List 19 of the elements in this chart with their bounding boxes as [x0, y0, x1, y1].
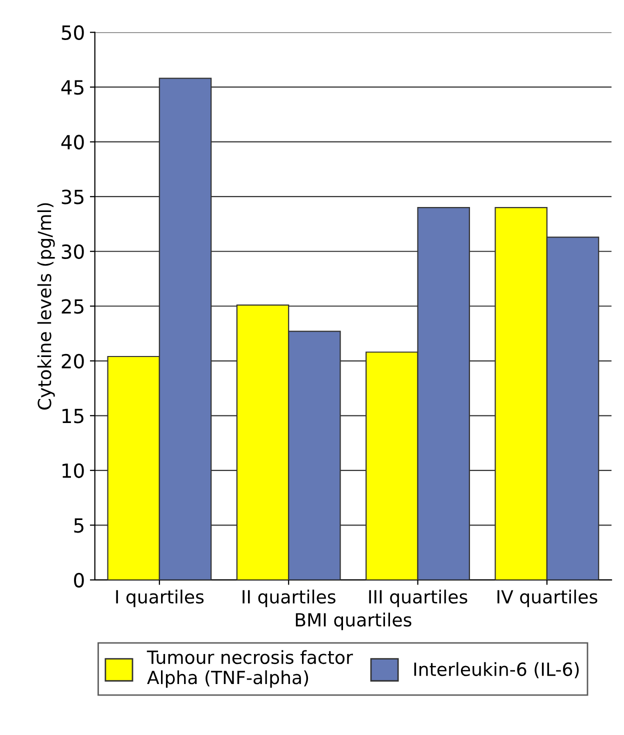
legend-label: Tumour necrosis factor Alpha (TNF-alpha): [146, 650, 353, 688]
x-axis-title: BMI quartiles: [296, 612, 412, 630]
y-tick-label: 5: [74, 518, 84, 533]
y-tick-label: 35: [62, 190, 84, 204]
y-tick-label: 25: [62, 299, 84, 314]
x-tick-label: II quartiles: [242, 590, 336, 608]
y-tick-label: 50: [62, 25, 84, 40]
y-tick-label: 30: [62, 244, 84, 260]
legend-label: Interleukin-6 (IL-6): [414, 662, 579, 678]
y-tick-label: 15: [62, 408, 84, 424]
y-axis-title: Cytokine levels (pg/ml): [37, 203, 55, 410]
x-tick-label: IV quartiles: [497, 590, 598, 608]
y-tick-label: 20: [62, 354, 84, 369]
y-tick-label: 40: [61, 134, 84, 150]
y-tick-label: 0: [74, 572, 84, 588]
x-tick-label: I quartiles: [116, 590, 204, 608]
y-tick-label: 10: [62, 463, 84, 478]
y-tick-label: 45: [61, 80, 84, 95]
x-tick-label: III quartiles: [369, 590, 468, 608]
